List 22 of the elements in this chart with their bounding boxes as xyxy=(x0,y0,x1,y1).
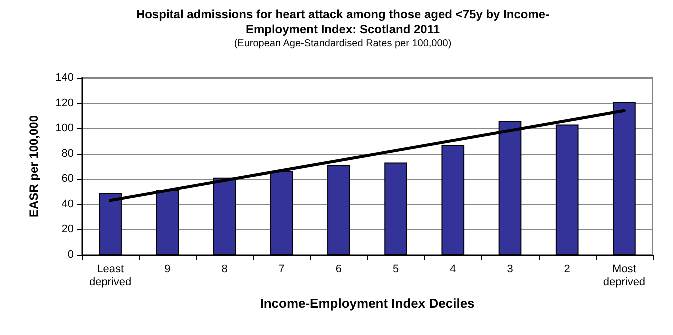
y-tick-label: 80 xyxy=(62,148,74,160)
x-tick-label: 3 xyxy=(507,264,514,276)
y-tick-label: 60 xyxy=(62,173,74,186)
y-tick-label: 0 xyxy=(68,249,74,261)
x-tick-label: 2 xyxy=(564,264,570,276)
x-tick-label: Least deprived xyxy=(89,264,132,288)
x-tick-label: 9 xyxy=(164,264,171,276)
y-tick-label: 20 xyxy=(62,224,74,236)
y-tick-label: 140 xyxy=(56,72,74,84)
x-axis-title: Income-Employment Index Deciles xyxy=(260,296,475,311)
x-tick-label: 4 xyxy=(450,264,456,276)
x-tick-label: 5 xyxy=(392,264,400,276)
chart-title: Hospital admissions for heart attack among those aged <75y by Income- Employment Index: Scotland 2011 xyxy=(136,8,550,36)
x-tick-label: 6 xyxy=(336,264,342,276)
x-tick-label: 7 xyxy=(278,264,285,276)
y-tick-label: 40 xyxy=(62,198,74,210)
y-tick-label: 120 xyxy=(56,97,74,110)
x-tick-label: 8 xyxy=(222,264,228,276)
x-tick-label: Most deprived xyxy=(603,264,646,288)
chart-subtitle: (European Age-Standardised Rates per 100,000) xyxy=(234,38,452,50)
y-axis-title: EASR per 100,000 xyxy=(27,115,41,218)
y-tick-label: 100 xyxy=(56,122,74,135)
